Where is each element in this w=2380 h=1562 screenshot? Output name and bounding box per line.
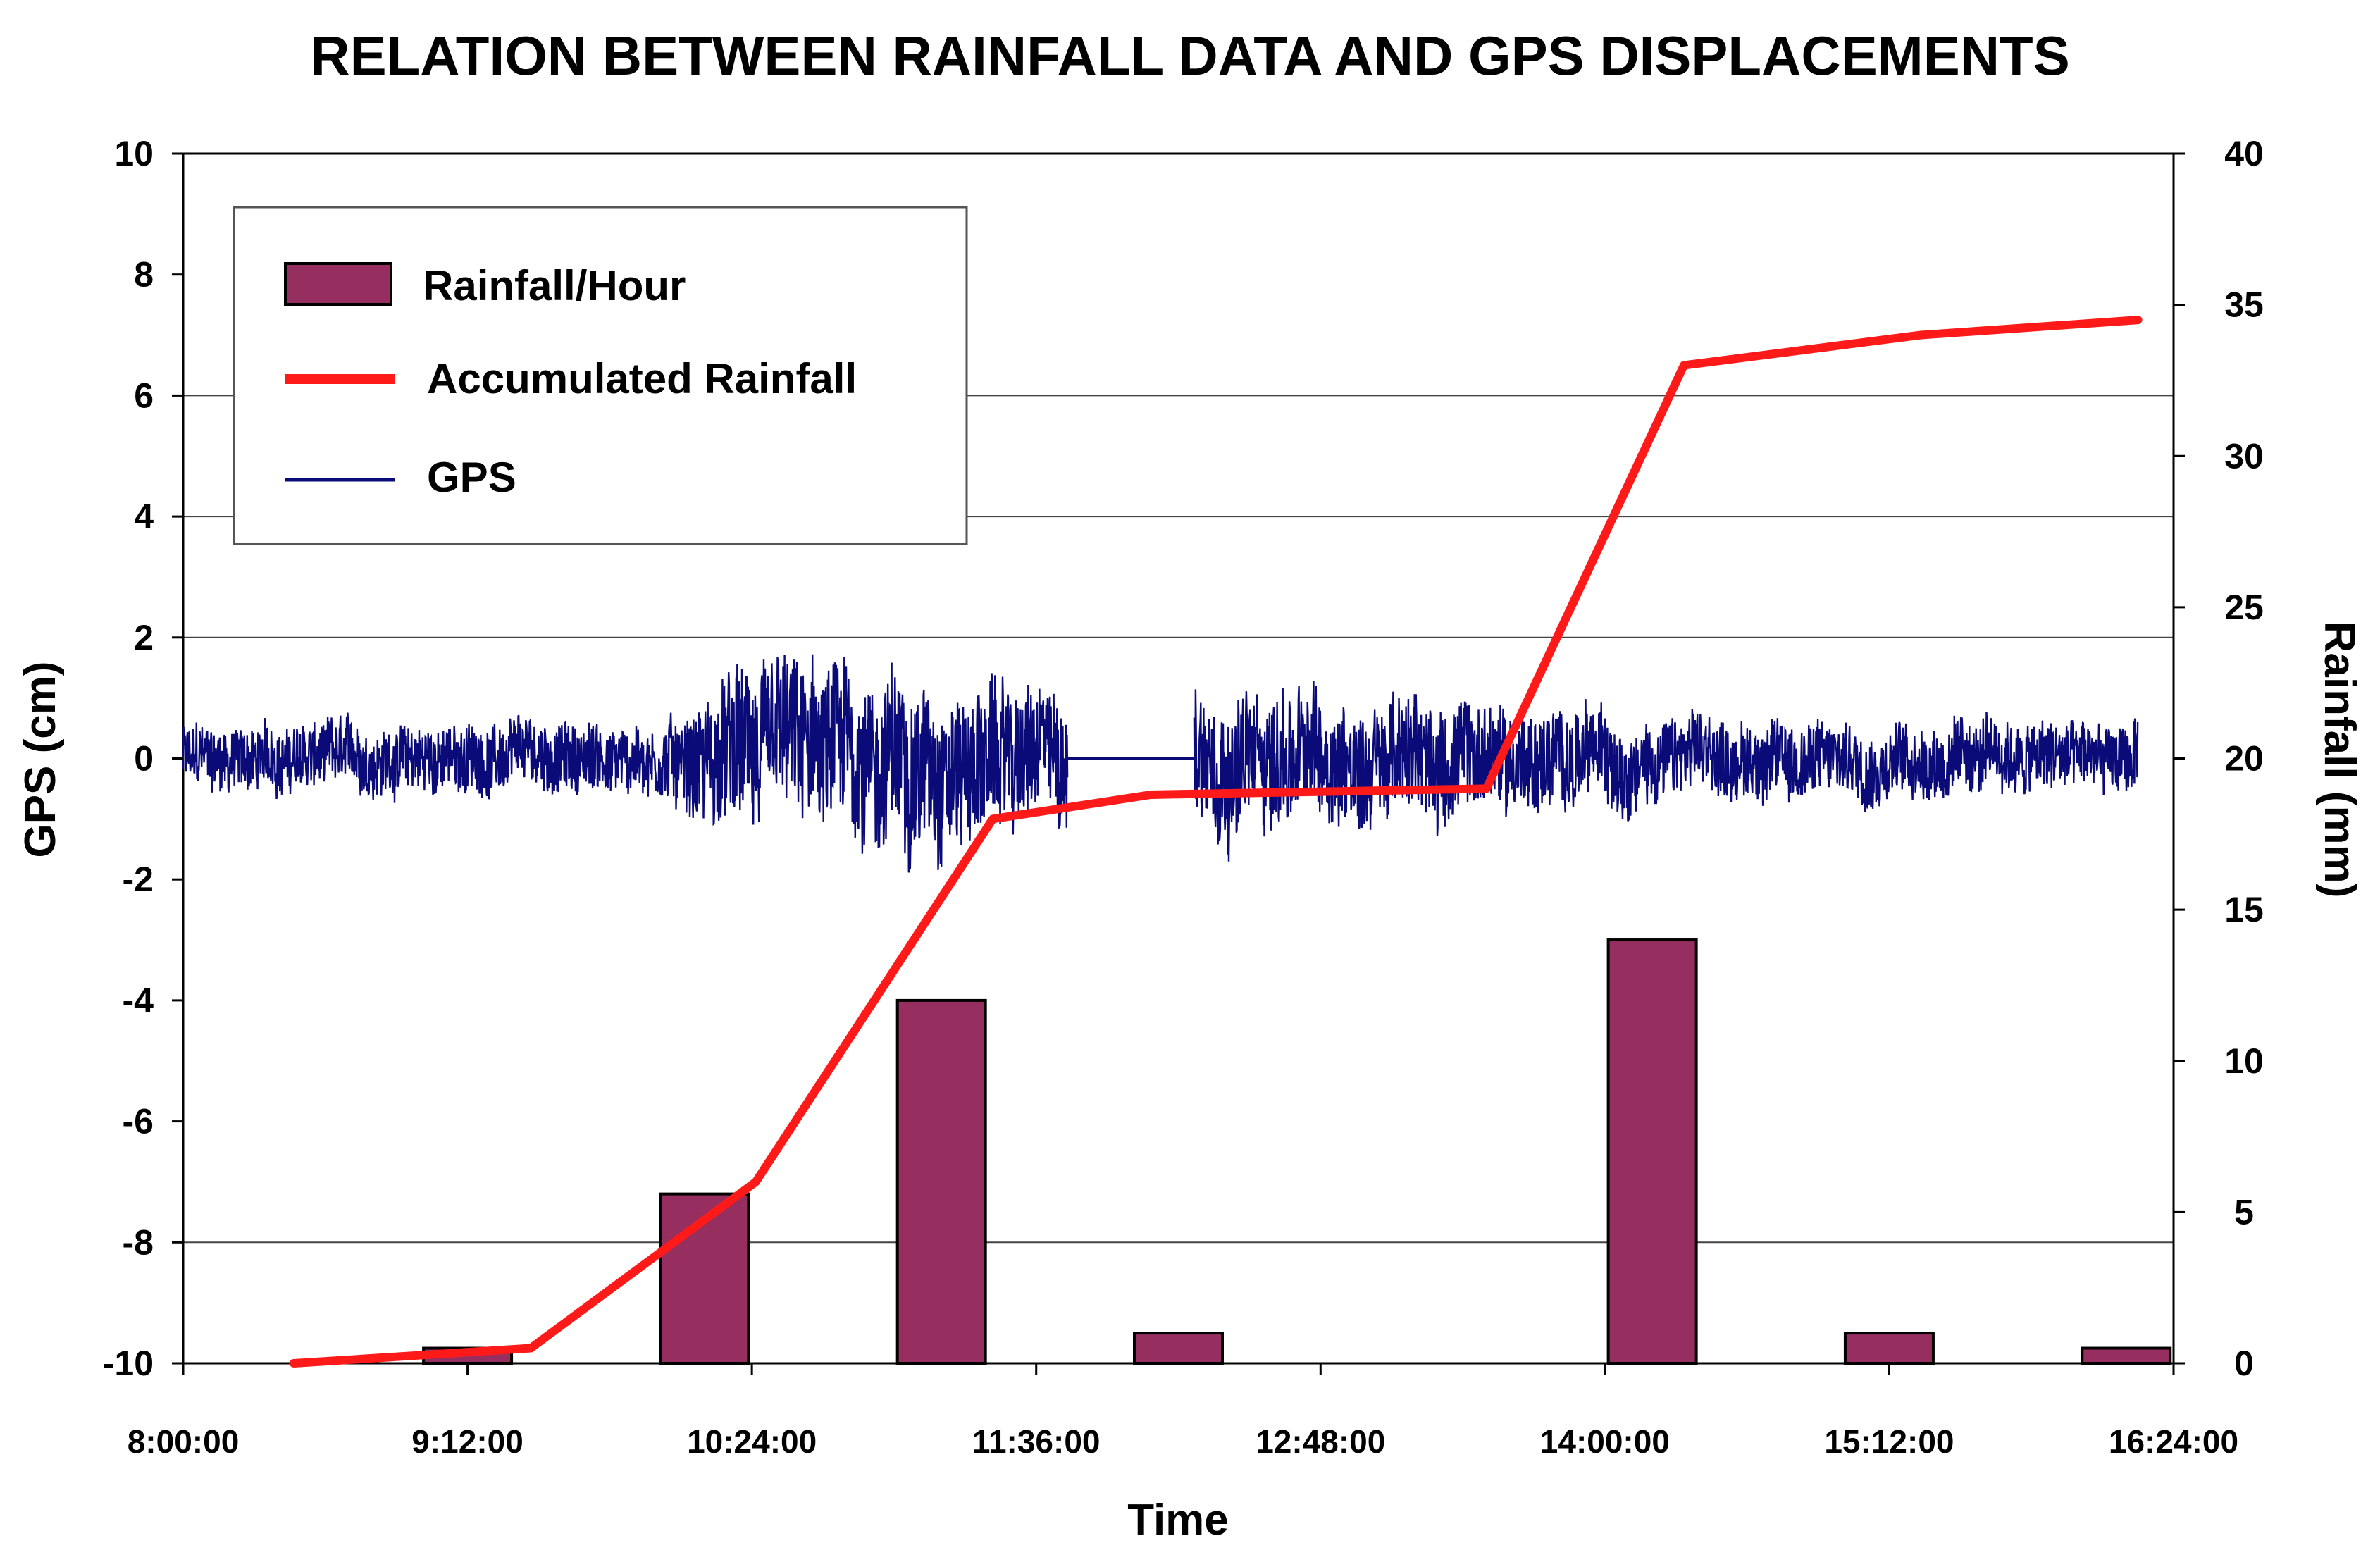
y-left-tick-label: 0 xyxy=(134,739,154,779)
legend-gps-label: GPS xyxy=(427,454,516,501)
accumulated-rainfall-series xyxy=(289,316,2143,1368)
y-right-tick-label: 25 xyxy=(2224,588,2264,627)
y-left-tick-label: 10 xyxy=(114,134,154,173)
gps-line xyxy=(182,654,1069,873)
y-right-tick-label: 10 xyxy=(2224,1041,2264,1081)
y-right-tick-label: 35 xyxy=(2224,285,2264,325)
legend-rainfall-hour-swatch xyxy=(284,262,392,306)
x-tick-label: 16:24:00 xyxy=(2109,1423,2238,1460)
x-tick-label: 11:36:00 xyxy=(972,1423,1101,1460)
y-right-tick-label: 30 xyxy=(2224,436,2264,476)
legend-rainfall-hour-label: Rainfall/Hour xyxy=(423,262,686,309)
y-left-tick-label: 2 xyxy=(134,618,154,657)
x-axis-label: Time xyxy=(1127,1496,1229,1544)
y-right-tick-label: 20 xyxy=(2224,739,2264,779)
rainfall-bars xyxy=(422,938,2172,1365)
rainfall-bar xyxy=(2081,1346,2172,1365)
x-axis-ticks: 8:00:00 9:12:00 10:24:00 11:36:00 12:48:00 14… xyxy=(128,1363,2238,1460)
y-left-tick-label: 4 xyxy=(134,497,154,536)
y-right-tick-label: 40 xyxy=(2224,134,2264,173)
gps-line xyxy=(1193,680,2139,862)
legend: Rainfall/Hour Accumulated Rainfall GPS xyxy=(233,206,968,545)
y-left-tick-label: 8 xyxy=(134,255,154,295)
y-left-tick-label: 6 xyxy=(134,376,154,415)
legend-accumulated-rainfall-label: Accumulated Rainfall xyxy=(427,355,857,402)
y-axis-right-ticks: 40 35 30 25 20 15 10 5 0 xyxy=(2174,134,2264,1383)
y-left-tick-label: -10 xyxy=(103,1344,154,1383)
y-right-tick-label: 0 xyxy=(2234,1344,2254,1383)
x-tick-label: 9:12:00 xyxy=(411,1423,523,1460)
y-left-tick-label: -4 xyxy=(123,981,154,1020)
rainfall-bar xyxy=(1133,1332,1224,1365)
chart-title: RELATION BETWEEN RAINFALL DATA AND GPS D… xyxy=(310,25,2069,87)
x-tick-label: 10:24:00 xyxy=(687,1423,817,1460)
y-right-tick-label: 5 xyxy=(2234,1192,2254,1232)
y-right-tick-label: 15 xyxy=(2224,890,2264,929)
rainfall-bar xyxy=(1606,938,1698,1365)
y-axis-left-label: GPS (cm) xyxy=(16,661,65,857)
x-tick-label: 12:48:00 xyxy=(1256,1423,1385,1460)
y-axis-right-label: Rainfall (mm) xyxy=(2315,621,2364,898)
rainfall-bar xyxy=(1843,1332,1935,1365)
x-tick-label: 14:00:00 xyxy=(1540,1423,1670,1460)
y-left-tick-label: -6 xyxy=(123,1102,154,1141)
x-tick-label: 8:00:00 xyxy=(128,1423,240,1460)
y-axis-left-ticks: 10 8 6 4 2 0 -2 -4 -6 -8 -10 xyxy=(103,134,183,1383)
y-left-tick-label: -2 xyxy=(123,860,154,899)
x-tick-label: 15:12:00 xyxy=(1824,1423,1954,1460)
accumulated-rainfall-line xyxy=(289,316,2143,1368)
gps-series xyxy=(182,654,2139,873)
rainfall-bar xyxy=(895,998,987,1365)
y-left-tick-label: -8 xyxy=(123,1222,154,1262)
